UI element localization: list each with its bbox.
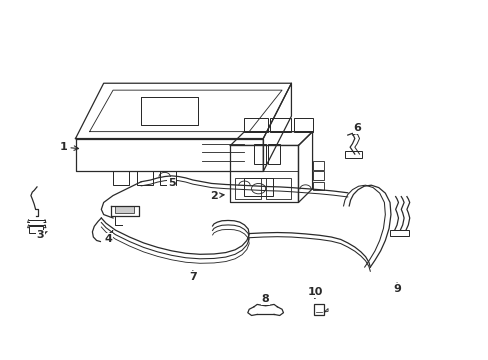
Text: 1: 1 [60,142,79,152]
Bar [244,178,272,195]
Text: 6: 6 [352,123,360,134]
Bar [345,151,361,158]
Bar [136,171,153,185]
Text: 8: 8 [261,294,269,305]
Text: 9: 9 [392,283,400,294]
Text: 10: 10 [306,287,322,298]
Bar [267,144,279,165]
Bar [270,118,291,132]
Text: 5: 5 [167,179,176,188]
Bar [28,226,42,233]
Text: 7: 7 [188,271,196,282]
Text: 4: 4 [104,231,113,244]
Bar [265,178,291,199]
Bar [312,171,324,180]
Bar [115,206,134,213]
Bar [389,230,408,236]
Bar [312,161,324,170]
Bar [253,144,265,165]
Bar [244,118,267,132]
Bar [113,171,129,185]
Bar [312,182,324,190]
Bar [293,118,312,132]
Text: 2: 2 [210,190,224,201]
Bar [235,178,261,199]
Text: 3: 3 [37,230,47,240]
Bar [313,305,324,315]
Bar [160,171,176,185]
